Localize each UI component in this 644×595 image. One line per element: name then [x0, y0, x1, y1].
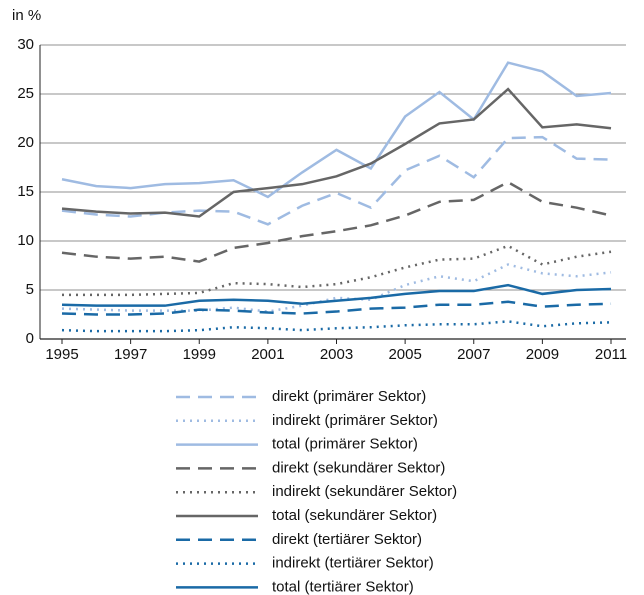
legend-label: direkt (tertiärer Sektor) [272, 531, 422, 548]
legend-label: total (tertiärer Sektor) [272, 578, 414, 595]
legend-label: direkt (sekundärer Sektor) [272, 459, 445, 476]
x-tick-label: 2003 [320, 346, 353, 363]
series-line [61, 263, 612, 313]
legend-label: indirekt (sekundärer Sektor) [272, 483, 457, 500]
legend-label: indirekt (primärer Sektor) [272, 412, 438, 429]
legend-label: total (sekundärer Sektor) [272, 507, 437, 524]
series-line [61, 300, 612, 316]
x-tick-label: 1999 [183, 346, 216, 363]
series-line [61, 87, 612, 218]
x-tick-label: 2009 [526, 346, 559, 363]
series-line [62, 244, 612, 297]
y-tick-label: 5 [26, 281, 34, 298]
x-tick-label: 1995 [45, 346, 78, 363]
legend-label: total (primärer Sektor) [272, 436, 418, 453]
x-tick-label: 2001 [251, 346, 284, 363]
legend-label: indirekt (tertiärer Sektor) [272, 555, 434, 572]
series-line [61, 180, 612, 263]
y-tick-label: 30 [17, 36, 34, 53]
x-tick-label: 2005 [388, 346, 421, 363]
y-axis-label: in % [12, 7, 41, 24]
series-line [61, 320, 612, 333]
y-tick-label: 20 [17, 134, 34, 151]
y-tick-label: 25 [17, 85, 34, 102]
x-tick-label: 2011 [595, 346, 627, 363]
y-tick-label: 0 [26, 330, 34, 347]
x-tick-label: 2007 [457, 346, 490, 363]
legend-label: direkt (primärer Sektor) [272, 388, 426, 405]
y-tick-label: 10 [17, 232, 34, 249]
series-line [61, 283, 612, 307]
y-tick-label: 15 [17, 183, 34, 200]
series-line [61, 61, 612, 199]
x-tick-label: 1997 [114, 346, 147, 363]
